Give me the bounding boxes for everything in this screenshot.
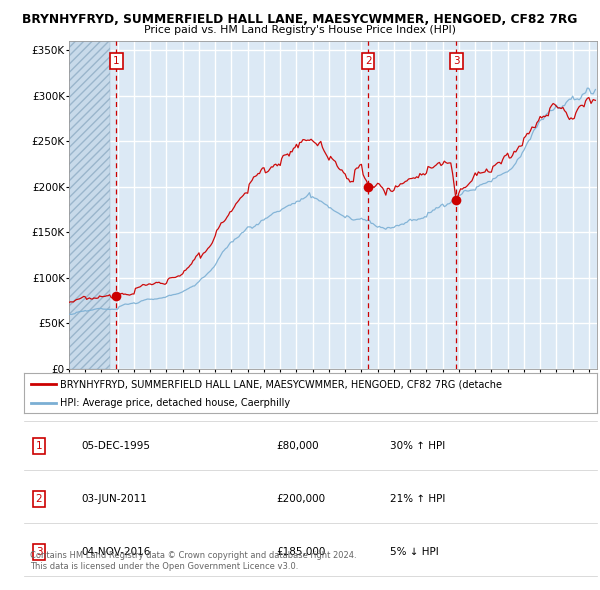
Text: 3: 3	[35, 548, 43, 557]
Text: £200,000: £200,000	[276, 494, 325, 504]
Text: £185,000: £185,000	[276, 548, 325, 557]
Text: 03-JUN-2011: 03-JUN-2011	[81, 494, 147, 504]
Text: BRYNHYFRYD, SUMMERFIELD HALL LANE, MAESYCWMMER, HENGOED, CF82 7RG: BRYNHYFRYD, SUMMERFIELD HALL LANE, MAESY…	[22, 13, 578, 26]
Text: This data is licensed under the Open Government Licence v3.0.: This data is licensed under the Open Gov…	[30, 562, 298, 571]
Text: 5% ↓ HPI: 5% ↓ HPI	[390, 548, 439, 557]
Text: 1: 1	[35, 441, 43, 451]
Text: 2: 2	[365, 56, 371, 66]
Bar	[69, 41, 110, 369]
Text: 3: 3	[453, 56, 460, 66]
Text: Contains HM Land Registry data © Crown copyright and database right 2024.: Contains HM Land Registry data © Crown c…	[30, 552, 356, 560]
Text: 04-NOV-2016: 04-NOV-2016	[81, 548, 151, 557]
Text: Price paid vs. HM Land Registry's House Price Index (HPI): Price paid vs. HM Land Registry's House …	[144, 25, 456, 35]
Text: HPI: Average price, detached house, Caerphilly: HPI: Average price, detached house, Caer…	[59, 398, 290, 408]
Text: 1: 1	[113, 56, 120, 66]
Text: £80,000: £80,000	[276, 441, 319, 451]
Text: 2: 2	[35, 494, 43, 504]
Text: 05-DEC-1995: 05-DEC-1995	[81, 441, 150, 451]
Text: 30% ↑ HPI: 30% ↑ HPI	[390, 441, 445, 451]
Text: 21% ↑ HPI: 21% ↑ HPI	[390, 494, 445, 504]
Text: BRYNHYFRYD, SUMMERFIELD HALL LANE, MAESYCWMMER, HENGOED, CF82 7RG (detache: BRYNHYFRYD, SUMMERFIELD HALL LANE, MAESY…	[59, 379, 502, 389]
